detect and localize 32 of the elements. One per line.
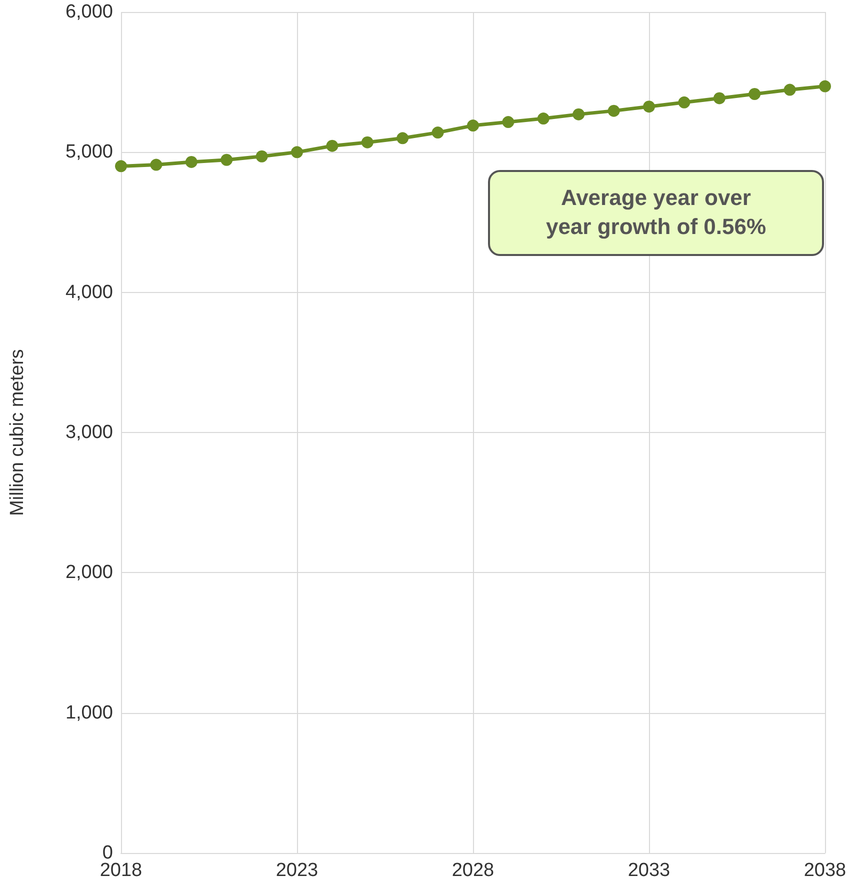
point bbox=[115, 160, 127, 172]
point bbox=[150, 158, 162, 171]
point bbox=[713, 92, 726, 104]
y-tick-label: 6,000 bbox=[65, 2, 113, 22]
y-tick-label: 3,000 bbox=[65, 422, 113, 443]
y-axis-title: Million cubic meters bbox=[7, 349, 28, 516]
x-tick-label: 2028 bbox=[452, 860, 494, 881]
point bbox=[748, 88, 761, 100]
x-tick-label: 2023 bbox=[276, 860, 318, 881]
point bbox=[291, 146, 303, 158]
y-tick-label: 5,000 bbox=[65, 142, 113, 163]
point bbox=[678, 96, 690, 108]
x-tick-label: 2033 bbox=[628, 860, 670, 881]
point bbox=[819, 80, 831, 92]
point bbox=[220, 154, 233, 166]
point bbox=[643, 100, 655, 113]
y-tick-label: 4,000 bbox=[65, 282, 113, 303]
x-tick-label: 2038 bbox=[804, 860, 846, 881]
point bbox=[432, 126, 444, 139]
point bbox=[537, 112, 550, 125]
point bbox=[784, 84, 796, 96]
point bbox=[326, 140, 338, 152]
point bbox=[608, 104, 620, 117]
y-tick-label: 1,000 bbox=[65, 702, 113, 724]
point bbox=[502, 116, 514, 128]
point bbox=[185, 156, 198, 168]
point bbox=[467, 120, 479, 132]
point bbox=[256, 150, 268, 162]
y-tick-label: 2,000 bbox=[65, 562, 113, 584]
point bbox=[572, 108, 585, 120]
point bbox=[396, 132, 409, 144]
point bbox=[361, 136, 374, 148]
